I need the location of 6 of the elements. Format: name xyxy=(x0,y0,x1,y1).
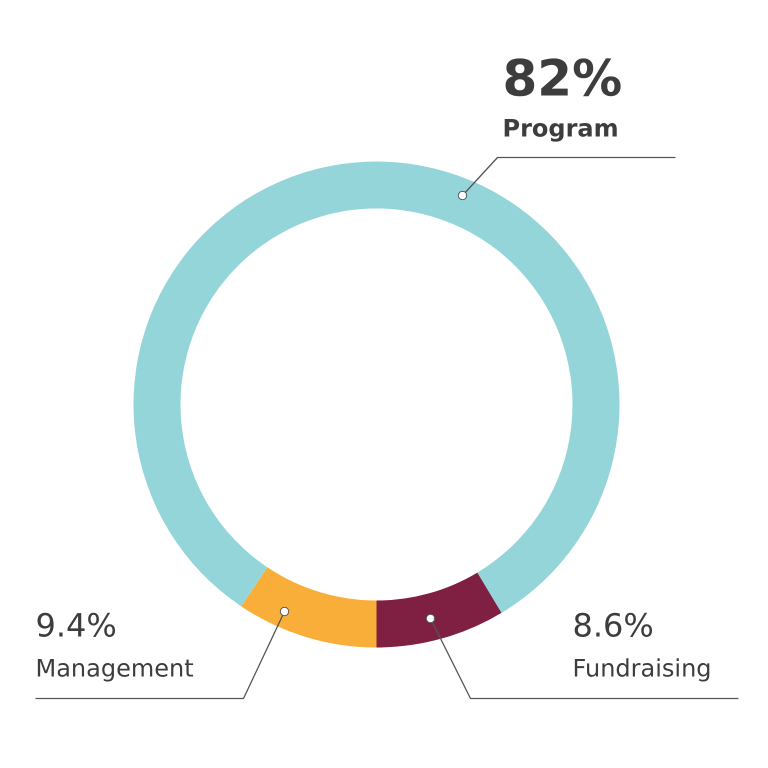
slice-label: Fundraising xyxy=(572,654,712,682)
data-label: 9.4% xyxy=(36,606,117,644)
slice-label: Management xyxy=(36,654,194,682)
data-label: 8.6% xyxy=(572,606,654,644)
data-label: 82% xyxy=(502,50,622,108)
slice-label: Program xyxy=(502,114,619,142)
